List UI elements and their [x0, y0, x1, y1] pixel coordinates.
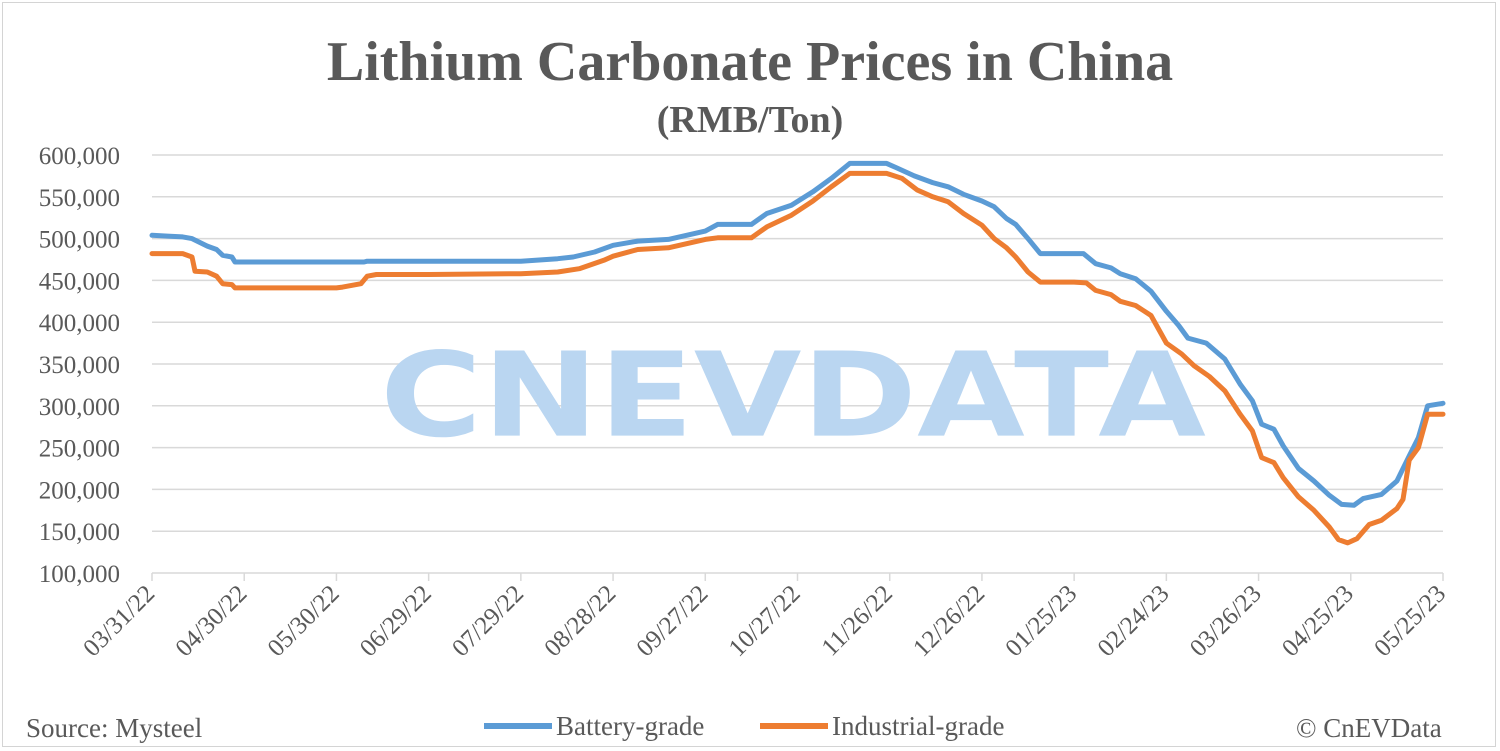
x-tick-label: 02/24/23 [1093, 580, 1175, 662]
chart-title: Lithium Carbonate Prices in China [326, 31, 1174, 93]
watermark: CNEVDATA [380, 328, 1206, 463]
copyright-text: © CnEVData [1296, 713, 1442, 743]
x-tick-label: 06/29/22 [355, 580, 437, 662]
legend-label-industrial: Industrial-grade [832, 710, 1005, 741]
y-tick-label: 300,000 [39, 394, 120, 421]
legend-swatch-battery [484, 723, 552, 729]
y-tick-label: 150,000 [39, 519, 120, 546]
y-tick-label: 550,000 [39, 185, 120, 212]
source-text: Source: Mysteel [26, 713, 203, 743]
x-tick-label: 04/30/22 [170, 580, 252, 662]
y-tick-label: 400,000 [39, 310, 120, 337]
legend-swatch-industrial [760, 723, 828, 729]
y-tick-label: 100,000 [39, 561, 120, 588]
y-tick-label: 500,000 [39, 227, 120, 254]
y-tick-label: 600,000 [39, 143, 120, 170]
series-line-battery-grade [149, 160, 1446, 508]
legend-item-battery: Battery-grade [484, 708, 704, 744]
series-line-industrial-grade [149, 170, 1446, 546]
x-tick-label: 12/26/22 [908, 580, 990, 662]
x-tick-label: 03/31/22 [78, 580, 160, 662]
gridlines [152, 154, 1443, 532]
watermark-text: CNEVDATA [380, 328, 1206, 463]
x-tick-label: 07/29/22 [447, 580, 529, 662]
x-tick-label: 01/25/23 [1000, 580, 1082, 662]
series-lines [149, 160, 1446, 546]
x-tick-label: 10/27/22 [724, 580, 806, 662]
legend-item-industrial: Industrial-grade [760, 708, 1004, 744]
y-tick-label: 350,000 [39, 352, 120, 379]
x-tick-label: 09/27/22 [632, 580, 714, 662]
x-tick-label: 08/28/22 [539, 580, 621, 662]
x-tick-label: 05/25/23 [1369, 580, 1451, 662]
y-tick-label: 250,000 [39, 436, 120, 463]
x-tick-label: 11/26/22 [817, 580, 898, 661]
x-tick-label: 03/26/23 [1185, 580, 1267, 662]
x-tick-label: 05/30/22 [263, 580, 345, 662]
legend-label-battery: Battery-grade [556, 710, 705, 741]
y-tick-label: 450,000 [39, 268, 120, 295]
x-tick-label: 04/25/23 [1277, 580, 1359, 662]
chart-subtitle: (RMB/Ton) [656, 99, 844, 141]
y-tick-label: 200,000 [39, 477, 120, 504]
